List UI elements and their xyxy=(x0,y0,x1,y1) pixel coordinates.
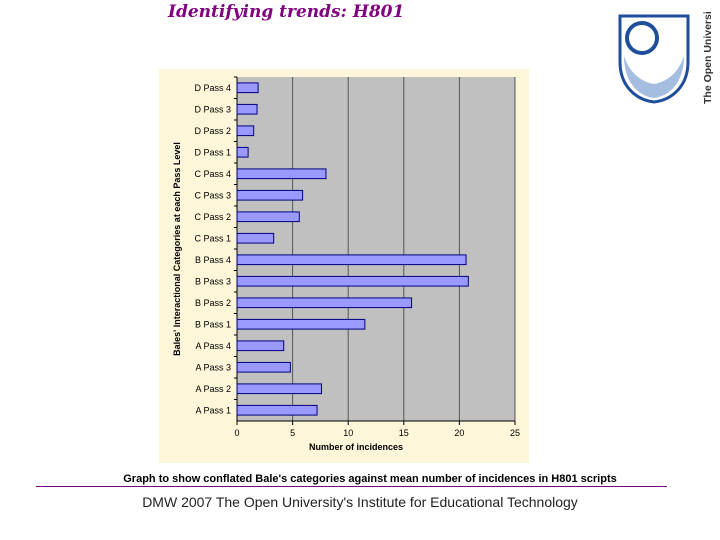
x-axis-label: Number of incidences xyxy=(309,442,403,452)
bar xyxy=(236,168,327,180)
category-label: B Pass 3 xyxy=(195,276,231,286)
logo-wordmark: The Open University xyxy=(702,12,714,104)
open-university-logo: The Open University xyxy=(618,12,714,104)
category-label: B Pass 1 xyxy=(195,319,231,329)
bar xyxy=(236,318,366,330)
bar xyxy=(236,254,467,266)
category-label: B Pass 4 xyxy=(195,255,231,265)
x-tick-label: 25 xyxy=(510,428,520,438)
category-label: C Pass 2 xyxy=(194,212,231,222)
bar xyxy=(236,232,275,244)
bar xyxy=(236,103,258,115)
category-label: D Pass 2 xyxy=(194,126,231,136)
category-label: A Pass 3 xyxy=(195,362,231,372)
category-label: C Pass 3 xyxy=(194,190,231,200)
category-label: B Pass 2 xyxy=(195,298,231,308)
category-label: A Pass 2 xyxy=(195,384,231,394)
category-label: A Pass 1 xyxy=(195,405,231,415)
category-label: D Pass 4 xyxy=(194,83,231,93)
x-tick-label: 10 xyxy=(343,428,353,438)
category-label: C Pass 4 xyxy=(194,169,231,179)
y-axis-label: Bales' Interactional Categories at each … xyxy=(172,142,182,356)
footer-text: DMW 2007 The Open University's Institute… xyxy=(142,494,578,510)
bar xyxy=(236,275,469,287)
logo-circle xyxy=(625,21,659,55)
category-label: D Pass 3 xyxy=(194,104,231,114)
bar xyxy=(236,404,318,416)
bar xyxy=(236,340,285,352)
chart-container: 0 5 10 15 20 25 D Pass 4 D Pass 3 D Pass 2 D Pass… xyxy=(159,69,529,463)
bar xyxy=(236,361,291,373)
category-label: A Pass 4 xyxy=(195,341,231,351)
bar xyxy=(236,383,323,395)
chart-caption: Graph to show conflated Bale's categorie… xyxy=(123,473,617,485)
category-label: C Pass 1 xyxy=(194,233,231,243)
bar xyxy=(236,189,304,201)
slide-title: Identifying trends: H801 xyxy=(168,2,405,22)
bar-chart: 0 5 10 15 20 25 D Pass 4 D Pass 3 D Pass 2 D Pass… xyxy=(159,69,529,463)
x-tick-label: 15 xyxy=(399,428,409,438)
x-tick-label: 0 xyxy=(234,428,239,438)
bar xyxy=(236,146,249,158)
x-tick-label: 20 xyxy=(454,428,464,438)
bar xyxy=(236,297,413,309)
bar xyxy=(236,125,255,137)
x-tick-label: 5 xyxy=(290,428,295,438)
caption-divider xyxy=(36,486,667,487)
category-label: D Pass 1 xyxy=(194,147,231,157)
bar xyxy=(236,211,300,223)
bar xyxy=(236,82,259,94)
